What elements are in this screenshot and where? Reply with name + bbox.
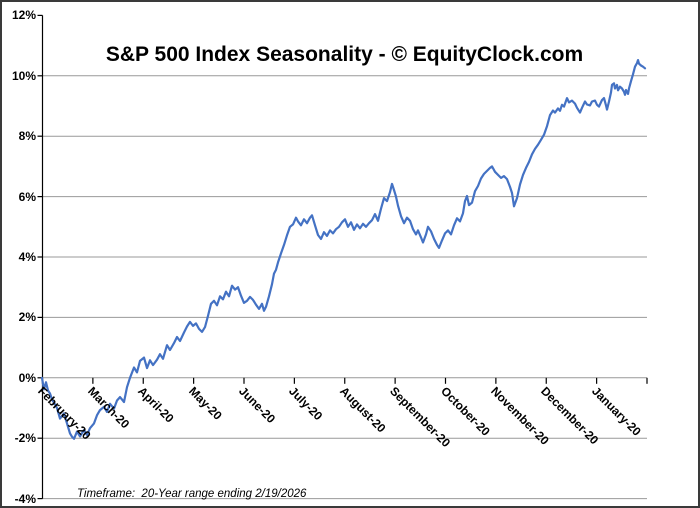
timeframe-footnote: Timeframe: 20-Year range ending 2/19/202… [77,488,307,500]
y-axis-label--2%: -2% [14,431,36,446]
y-axis-label--4%: -4% [14,491,36,506]
y-axis-label-12%: 12% [11,8,36,23]
chart-title: S&P 500 Index Seasonality - © EquityCloc… [105,43,584,66]
y-axis-label-4%: 4% [18,250,36,264]
y-axis-label-10%: 10% [11,68,36,83]
y-axis-label-6%: 6% [18,189,36,204]
y-axis-label-8%: 8% [18,129,36,144]
y-axis-label-0%: 0% [18,370,36,385]
seasonality-series-line [40,58,647,440]
y-axis-label-2%: 2% [18,310,36,325]
